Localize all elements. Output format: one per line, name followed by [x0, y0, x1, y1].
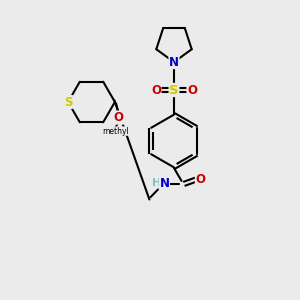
Text: S: S — [169, 83, 179, 97]
Text: O: O — [113, 111, 124, 124]
Text: N: N — [169, 56, 179, 69]
Text: N: N — [159, 177, 170, 190]
Text: S: S — [64, 95, 72, 109]
Text: O: O — [195, 173, 206, 186]
Text: H: H — [152, 178, 161, 188]
Text: O: O — [151, 83, 161, 97]
Text: methyl: methyl — [102, 127, 129, 136]
Text: O: O — [187, 83, 197, 97]
